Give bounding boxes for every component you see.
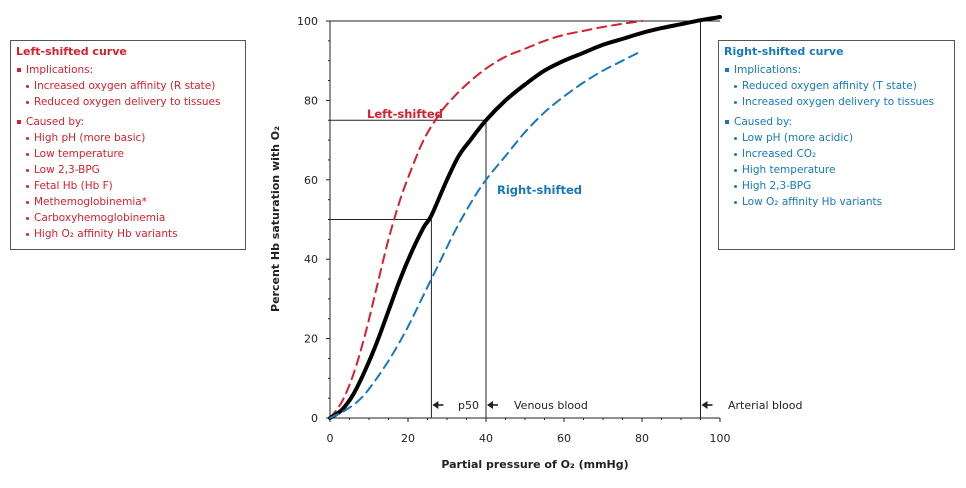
left-cause-item: Fetal Hb (Hb F) xyxy=(16,178,239,194)
left-implications-section: Implications: Increased oxygen affinity … xyxy=(16,62,239,110)
x-tick-label: 80 xyxy=(635,432,649,445)
right-implication-item: Increased oxygen delivery to tissues xyxy=(724,94,948,110)
right-implications-heading: Implications: xyxy=(724,62,948,78)
left-causes-heading: Caused by: xyxy=(16,114,239,130)
right-causes-heading: Caused by: xyxy=(724,114,948,130)
left-causes-section: Caused by: High pH (more basic) Low temp… xyxy=(16,114,239,242)
y-tick-label: 60 xyxy=(304,174,318,187)
reference-arrow-head xyxy=(487,401,493,409)
left-cause-item: Low 2,3-BPG xyxy=(16,162,239,178)
reference-lines-layer xyxy=(330,21,713,418)
left-cause-item: High pH (more basic) xyxy=(16,130,239,146)
y-tick-label: 20 xyxy=(304,333,318,346)
x-tick-label: 100 xyxy=(710,432,731,445)
right-cause-item: Low pH (more acidic) xyxy=(724,130,948,146)
left-implication-item: Increased oxygen affinity (R state) xyxy=(16,78,239,94)
left-cause-item: High O₂ affinity Hb variants xyxy=(16,226,239,242)
right-causes-section: Caused by: Low pH (more acidic) Increase… xyxy=(724,114,948,210)
y-tick-label: 80 xyxy=(304,94,318,107)
curves-layer xyxy=(328,15,722,420)
right-implications-section: Implications: Reduced oxygen affinity (T… xyxy=(724,62,948,110)
axes-layer: 0 20 40 60 80 100 0 20 40 60 80 100 xyxy=(297,15,731,445)
left-shifted-curve-label: Left-shifted xyxy=(367,107,443,121)
y-tick-label: 40 xyxy=(304,253,318,266)
left-implications-heading: Implications: xyxy=(16,62,239,78)
right-cause-item: High temperature xyxy=(724,162,948,178)
y-axis-title: Percent Hb saturation with O₂ xyxy=(269,126,282,312)
right-shift-info-box: Right-shifted curve Implications: Reduce… xyxy=(718,40,955,250)
y-tick-label: 0 xyxy=(311,412,318,425)
x-tick-label: 0 xyxy=(327,432,334,445)
right-implication-item: Reduced oxygen affinity (T state) xyxy=(724,78,948,94)
left-cause-item: Methemoglobinemia* xyxy=(16,194,239,210)
right-implications-list: Reduced oxygen affinity (T state) Increa… xyxy=(724,78,948,110)
right-causes-list: Low pH (more acidic) Increased CO₂ High … xyxy=(724,130,948,210)
left-implication-item: Reduced oxygen delivery to tissues xyxy=(16,94,239,110)
left-cause-item: Low temperature xyxy=(16,146,239,162)
right-shifted-curve xyxy=(329,49,643,419)
x-tick-label: 40 xyxy=(479,432,493,445)
left-implications-list: Increased oxygen affinity (R state) Redu… xyxy=(16,78,239,110)
right-box-title: Right-shifted curve xyxy=(724,45,844,58)
y-tick-label: 100 xyxy=(297,15,318,28)
x-tick-label: 60 xyxy=(557,432,571,445)
left-cause-item: Carboxyhemoglobinemia xyxy=(16,210,239,226)
right-cause-item: Increased CO₂ xyxy=(724,146,948,162)
left-causes-list: High pH (more basic) Low temperature Low… xyxy=(16,130,239,242)
x-axis-title: Partial pressure of O₂ (mmHg) xyxy=(441,458,628,471)
arterial-blood-annotation: Arterial blood xyxy=(728,399,802,412)
normal-curve xyxy=(328,15,722,420)
reference-arrow-head xyxy=(432,401,439,409)
right-shifted-curve-label: Right-shifted xyxy=(497,183,582,197)
x-tick-label: 20 xyxy=(401,432,415,445)
right-cause-item: Low O₂ affinity Hb variants xyxy=(724,194,948,210)
chart-text-layer: Partial pressure of O₂ (mmHg) Percent Hb… xyxy=(269,107,802,471)
left-shifted-curve xyxy=(329,20,643,419)
venous-blood-annotation: Venous blood xyxy=(514,399,588,412)
reference-arrow-head xyxy=(701,401,708,409)
left-shift-info-box: Left-shifted curve Implications: Increas… xyxy=(10,40,246,250)
right-cause-item: High 2,3-BPG xyxy=(724,178,948,194)
left-box-title: Left-shifted curve xyxy=(16,45,127,58)
p50-annotation: p50 xyxy=(458,399,479,412)
